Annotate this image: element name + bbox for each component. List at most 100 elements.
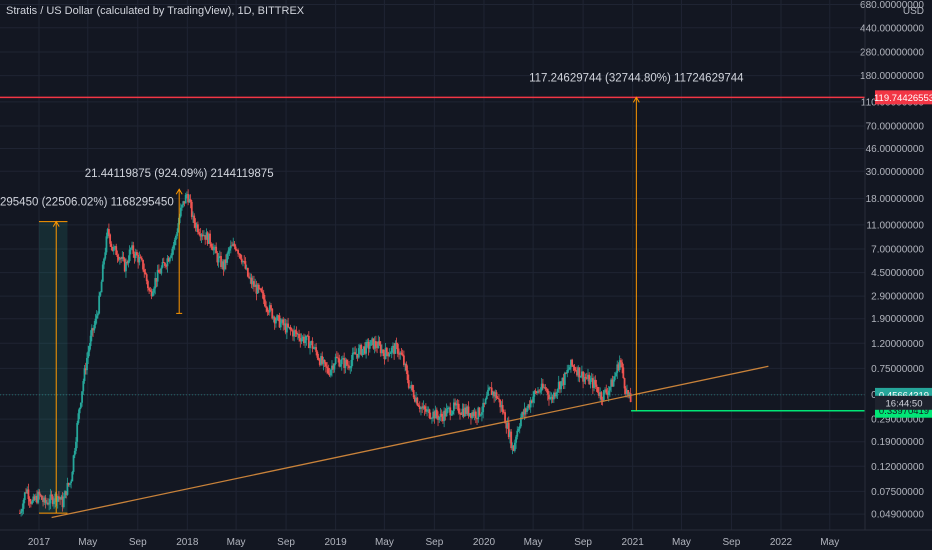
x-tick-label: Sep xyxy=(129,537,147,548)
candle-body xyxy=(434,409,437,419)
candle-body xyxy=(142,259,144,270)
candle-body xyxy=(484,398,487,405)
candle-body xyxy=(171,248,174,256)
candle-body xyxy=(150,291,153,297)
candle-body xyxy=(538,390,541,392)
candle-body xyxy=(551,397,554,400)
candle-body xyxy=(227,250,230,254)
candle-body xyxy=(155,278,158,282)
candle-body xyxy=(533,391,536,397)
candle-body xyxy=(193,215,196,223)
candle-body xyxy=(572,365,575,367)
candle-body xyxy=(47,502,49,505)
candle-body xyxy=(371,338,374,341)
candle-body xyxy=(537,390,539,394)
candle-body xyxy=(248,276,250,278)
candle-body xyxy=(211,246,214,251)
candle-body xyxy=(593,379,595,388)
candle-body xyxy=(231,245,233,247)
candle-body xyxy=(387,352,389,357)
candle-body xyxy=(476,418,478,420)
price-axis[interactable]: 680.00000000 440.00000000 280.00000000 180.… xyxy=(860,0,932,530)
candle-body xyxy=(600,392,603,400)
price-badge-red: 119.74426553 xyxy=(874,93,932,104)
x-tick-label: 2019 xyxy=(325,537,348,548)
candle-body xyxy=(44,497,47,503)
y-tick-label: 18.00000000 xyxy=(866,194,925,205)
candle-body xyxy=(232,243,235,246)
candle-body xyxy=(68,483,71,485)
candle-body xyxy=(344,359,347,368)
candle-body xyxy=(126,261,129,264)
candle-body xyxy=(579,376,582,378)
candle-body xyxy=(392,345,394,348)
candle-body xyxy=(472,412,475,416)
candle-body xyxy=(407,379,410,388)
candle-body xyxy=(251,281,254,285)
candle-body xyxy=(259,288,261,290)
candle-body xyxy=(20,511,23,514)
x-tick-label: 2017 xyxy=(28,537,51,548)
candle-body xyxy=(548,394,550,400)
candle-body xyxy=(177,223,180,233)
candle-body xyxy=(443,410,446,422)
candle-body xyxy=(42,499,44,503)
candle-body xyxy=(255,284,258,294)
candle-body xyxy=(556,389,559,393)
candle-body xyxy=(299,338,302,342)
y-tick-label: 0.04900000 xyxy=(871,510,924,521)
candle-body xyxy=(557,381,560,390)
candle-body xyxy=(389,352,392,354)
candle-body xyxy=(432,411,435,419)
candle-body xyxy=(601,399,604,401)
candle-body xyxy=(624,388,627,394)
candle-body xyxy=(67,482,70,485)
candle-body xyxy=(329,369,332,376)
candle-body xyxy=(578,367,581,378)
candle-body xyxy=(81,391,83,403)
candles xyxy=(19,189,632,517)
candle-body xyxy=(209,233,211,244)
candle-body xyxy=(487,389,489,396)
candle-body xyxy=(337,357,339,359)
x-tick-label: 2020 xyxy=(473,537,496,548)
candle-body xyxy=(615,372,617,377)
candle-body xyxy=(563,372,566,385)
candle-body xyxy=(166,258,169,267)
candle-body xyxy=(345,359,348,365)
candle-body xyxy=(399,352,402,355)
candle-body xyxy=(356,353,359,358)
y-tick-label: 0.29000000 xyxy=(871,415,924,426)
candle-body xyxy=(78,407,81,414)
candle-body xyxy=(70,481,73,484)
candle-body xyxy=(379,344,382,354)
candle-body xyxy=(143,269,146,273)
candle-body xyxy=(535,391,538,394)
y-tick-label: 280.00000000 xyxy=(860,47,924,58)
candle-body xyxy=(39,494,42,496)
candle-body xyxy=(195,224,198,228)
candle-body xyxy=(610,379,613,387)
candle-body xyxy=(199,233,202,237)
candle-body xyxy=(271,308,274,319)
candle-body xyxy=(253,281,255,287)
candle-body xyxy=(315,347,318,352)
candle-body xyxy=(72,455,75,472)
candle-body xyxy=(612,379,615,387)
candle-body xyxy=(221,261,224,267)
candle-body xyxy=(332,365,335,370)
candle-body xyxy=(560,381,563,390)
time-axis[interactable]: 2017 May Sep 2018 May Sep 2019 May Sep 2020 May Sep… xyxy=(0,529,932,548)
candle-body xyxy=(82,381,85,392)
candle-body xyxy=(510,431,513,449)
candle-body xyxy=(550,397,553,398)
measure-arrowhead-1 xyxy=(52,220,60,227)
candle-body xyxy=(76,422,79,442)
candle-body xyxy=(448,407,450,409)
candle-body xyxy=(184,194,187,204)
candle-body xyxy=(588,374,591,385)
candle-body xyxy=(134,252,137,259)
candle-body xyxy=(105,236,108,253)
